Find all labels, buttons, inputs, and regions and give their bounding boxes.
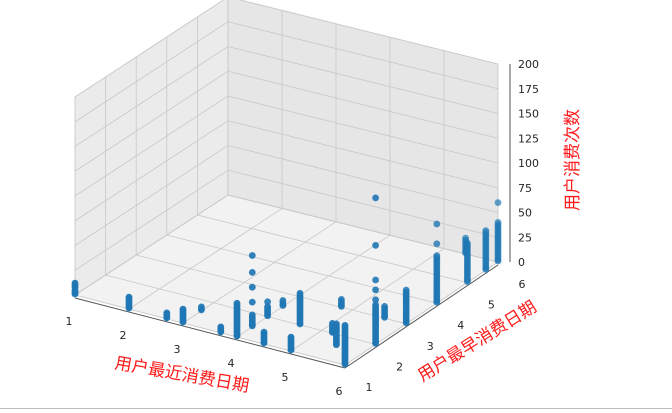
scatter-point [372, 296, 379, 304]
scatter-point [494, 199, 502, 207]
y-tick-label: 6 [519, 278, 526, 291]
scatter-point [260, 328, 268, 336]
scatter-point [248, 283, 256, 291]
scatter-point [248, 298, 256, 306]
scatter-point [381, 303, 388, 310]
scatter-point [372, 301, 379, 309]
x-gridline-floor [236, 234, 391, 338]
z-tick-label: 0 [518, 256, 525, 269]
y-gridline-floor [166, 234, 437, 304]
scatter-point [71, 279, 79, 287]
x-gridline-floor [128, 208, 283, 310]
x-tick-label: 6 [336, 385, 343, 398]
scatter-point [402, 286, 410, 294]
x-tick-label: 4 [228, 357, 235, 370]
scatter-point [233, 299, 241, 307]
scatter-point [338, 296, 345, 303]
scatter-point [433, 220, 441, 228]
chart-axes [74, 64, 511, 369]
chart-grid [74, 0, 499, 366]
scatter-point [264, 298, 271, 306]
scatter-point [198, 303, 205, 311]
z-tick-label: 125 [518, 132, 539, 145]
x-tick-label: 2 [120, 329, 127, 342]
x-gridline-floor [344, 261, 499, 366]
scatter-point [264, 303, 271, 311]
scatter-point [433, 252, 441, 260]
scatter-point [163, 309, 171, 317]
x-tick-label: 5 [282, 371, 289, 384]
z-gridline [74, 169, 499, 271]
z-gridline [74, 120, 499, 222]
z-gridline [74, 0, 499, 98]
z-gridline [74, 145, 499, 246]
scatter-point [341, 322, 349, 329]
scatter-point [296, 289, 304, 297]
z-gridline [74, 21, 499, 123]
scatter-point [333, 320, 340, 328]
x-tick-label: 1 [66, 315, 73, 328]
z-gridline [74, 194, 499, 296]
z-tick-label: 75 [518, 182, 532, 195]
y-tick-label: 2 [396, 360, 403, 373]
chart-panes [73, 0, 500, 366]
z-tick-label: 50 [518, 207, 532, 220]
scatter-point [287, 333, 295, 341]
scatter-point [494, 219, 502, 226]
scatter-point [433, 240, 441, 248]
y-tick-label: 1 [366, 381, 373, 394]
scatter-point [125, 293, 133, 301]
z-tick-label: 200 [518, 58, 539, 71]
scatter-point [248, 252, 256, 259]
scatter-point [372, 194, 379, 202]
z-tick-label: 100 [518, 157, 539, 170]
scatter-point [279, 297, 287, 304]
z-gridline [74, 95, 499, 197]
y-gridline-floor [197, 214, 468, 283]
z-tick-label: 175 [518, 83, 539, 96]
z-gridline [74, 46, 499, 147]
scatter-point [179, 305, 187, 313]
z-gridline [74, 70, 499, 172]
scatter-point [372, 276, 379, 284]
y-axis-line [344, 264, 499, 369]
scatter-point [372, 242, 379, 249]
z-axis-label: 用户消费次数 [563, 109, 583, 211]
x-tick-label: 3 [174, 343, 181, 356]
scatter-point [248, 269, 256, 276]
x-gridline-floor [182, 221, 337, 324]
scatter-point [464, 239, 471, 247]
chart-points [71, 194, 502, 368]
y-tick-label: 3 [427, 340, 434, 353]
scatter-point [372, 286, 379, 294]
scatter-point [482, 227, 490, 235]
y-tick-label: 5 [488, 299, 495, 312]
x-axis-line [74, 297, 346, 369]
x-gridline-floor [290, 248, 445, 352]
y-tick-label: 4 [457, 319, 464, 332]
bottom-divider [0, 408, 672, 409]
z-tick-label: 150 [518, 108, 539, 121]
scatter-point [217, 323, 225, 331]
y-gridline-floor [136, 254, 407, 325]
scatter-point [248, 311, 256, 319]
chart-ticks: 1 2 3 4 5 6 1 2 3 4 5 6 0 25 50 75 100 125 150 175 200 [66, 58, 540, 398]
y-gridline-floor [74, 294, 346, 366]
z-tick-label: 25 [518, 231, 532, 244]
